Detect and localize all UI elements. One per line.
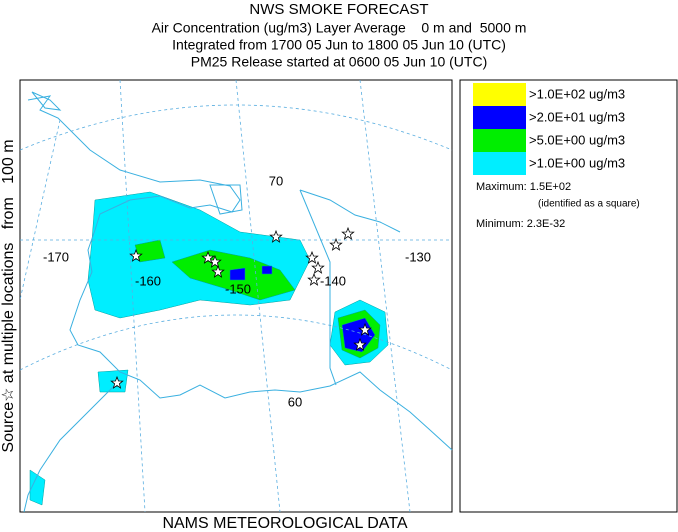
source-star xyxy=(341,226,355,240)
legend-swatch xyxy=(473,129,526,152)
sources xyxy=(110,226,372,389)
source-star xyxy=(307,272,321,286)
plume-area xyxy=(261,265,273,275)
source-star xyxy=(129,248,143,262)
legend-swatch xyxy=(473,152,526,175)
plume xyxy=(29,191,389,506)
legend: >1.0E+02 ug/m3 >2.0E+01 ug/m3 >5.0E+00 ug/… xyxy=(473,83,625,175)
subtitle: PM25 Release started at 0600 05 Jun 10 (… xyxy=(191,54,488,70)
legend-swatch xyxy=(473,106,526,129)
graticule xyxy=(19,79,453,513)
source-star xyxy=(329,237,343,251)
subtitle: Air Concentration (ug/m3) Layer Average … xyxy=(152,20,527,36)
source-star xyxy=(305,250,319,264)
subtitle: Integrated from 1700 05 Jun to 1800 05 J… xyxy=(172,37,506,53)
map: 70 -170 -160 -150 -140 -130 60 xyxy=(19,79,453,513)
map-label: -150 xyxy=(225,281,251,296)
border xyxy=(299,189,337,386)
island xyxy=(209,184,243,215)
legend-swatch xyxy=(473,83,526,106)
source-star xyxy=(269,229,283,243)
title: NWS SMOKE FORECAST xyxy=(249,1,428,18)
source-star xyxy=(353,337,367,351)
source-star xyxy=(211,264,225,278)
map-label: -140 xyxy=(320,273,346,288)
plume-area xyxy=(341,317,376,353)
coastline xyxy=(299,189,401,233)
legend-label: >5.0E+00 ug/m3 xyxy=(529,132,625,147)
map-label: 70 xyxy=(269,173,283,188)
source-star xyxy=(358,322,372,336)
map-labels: 70 -170 -160 -150 -140 -130 60 xyxy=(43,173,431,409)
plume-area xyxy=(229,267,246,281)
legend-label: >1.0E+00 ug/m3 xyxy=(529,155,625,170)
map-label: 60 xyxy=(288,394,302,409)
map-label: -170 xyxy=(43,249,69,264)
minimum: Minimum: 2.3E-32 xyxy=(476,218,565,230)
footer: NAMS METEOROLOGICAL DATA xyxy=(162,515,407,532)
island xyxy=(31,91,62,111)
source-star xyxy=(311,260,325,274)
source-star xyxy=(110,375,124,389)
coastline xyxy=(27,95,453,451)
side-label: Source☆ at multiple locations from 100 m xyxy=(0,139,17,452)
legend-label: >1.0E+02 ug/m3 xyxy=(529,86,625,101)
source-star xyxy=(201,250,215,264)
maximum: Maximum: 1.5E+02 xyxy=(476,181,571,193)
legend-label: >2.0E+01 ug/m3 xyxy=(529,109,625,124)
max-note: (identified as a square) xyxy=(538,199,640,210)
map-label: -130 xyxy=(405,249,431,264)
coastline xyxy=(23,379,121,513)
map-label: -160 xyxy=(135,273,161,288)
